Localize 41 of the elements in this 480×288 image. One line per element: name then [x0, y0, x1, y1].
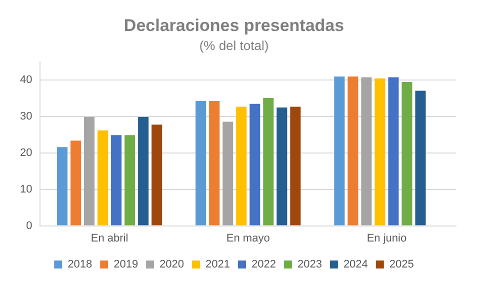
y-tick-label: 40 — [20, 74, 32, 86]
chart-subtitle: (% del total) — [199, 38, 269, 53]
x-tick-label: En abril — [90, 232, 128, 244]
bar — [124, 135, 136, 226]
bar — [111, 135, 122, 226]
legend-label: 2018 — [68, 258, 92, 271]
chart-title: Declaraciones presentadas — [124, 16, 344, 35]
bar — [138, 116, 149, 226]
bar — [250, 104, 260, 226]
legend-label: 2022 — [252, 258, 276, 271]
bar — [402, 82, 412, 226]
legend-label: 2023 — [297, 258, 322, 271]
bar — [263, 98, 274, 226]
bar — [84, 116, 95, 226]
bar — [334, 76, 345, 226]
bar — [276, 108, 288, 226]
y-tick-label: 30 — [20, 110, 32, 123]
bar — [152, 124, 162, 226]
bar — [361, 77, 372, 226]
x-tick-label: En junio — [366, 232, 407, 244]
bar — [388, 77, 399, 226]
bar — [209, 100, 220, 226]
x-tick-label: En mayo — [226, 232, 270, 244]
bar — [374, 78, 386, 226]
bar — [196, 100, 206, 226]
y-tick-label: 10 — [20, 183, 32, 196]
legend-label: 2025 — [389, 258, 414, 271]
legend-label: 2019 — [114, 258, 138, 271]
y-tick-label: 0 — [26, 220, 32, 232]
legend-label: 2020 — [160, 258, 184, 271]
legend-label: 2024 — [343, 258, 368, 271]
bar — [348, 76, 358, 226]
bar — [415, 90, 426, 226]
bar — [70, 140, 82, 226]
bar — [236, 106, 247, 226]
legend-label: 2021 — [206, 258, 230, 271]
bar — [56, 147, 68, 226]
bar — [98, 130, 108, 226]
bar — [222, 122, 234, 226]
bar — [290, 106, 301, 226]
y-tick-label: 20 — [20, 147, 32, 160]
